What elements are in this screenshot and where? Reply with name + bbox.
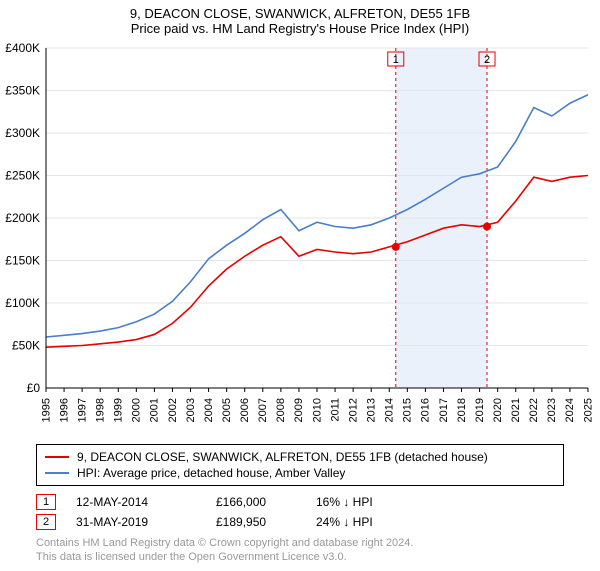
svg-text:£350K: £350K: [5, 84, 40, 98]
svg-text:2015: 2015: [402, 398, 414, 422]
svg-text:2025: 2025: [582, 398, 594, 422]
legend-swatch: [45, 472, 69, 474]
legend: 9, DEACON CLOSE, SWANWICK, ALFRETON, DE5…: [36, 444, 564, 486]
table-row: 1 12-MAY-2014 £166,000 16% ↓ HPI: [36, 492, 564, 512]
svg-text:2000: 2000: [131, 398, 143, 422]
svg-text:1996: 1996: [58, 398, 70, 422]
svg-text:£250K: £250K: [5, 169, 40, 183]
svg-text:2012: 2012: [347, 398, 359, 422]
svg-text:2018: 2018: [456, 398, 468, 422]
svg-text:2024: 2024: [564, 398, 576, 422]
legend-label: 9, DEACON CLOSE, SWANWICK, ALFRETON, DE5…: [77, 450, 488, 464]
legend-label: HPI: Average price, detached house, Ambe…: [77, 466, 345, 480]
transaction-pct: 16% ↓ HPI: [316, 495, 436, 509]
svg-text:2003: 2003: [185, 398, 197, 422]
transaction-price: £189,950: [216, 515, 316, 529]
transaction-date: 12-MAY-2014: [76, 495, 216, 509]
marker-number: 1: [43, 496, 49, 508]
chart-area: £0 £50K £100K £150K £200K £250K £300K £350K £400…: [0, 40, 600, 440]
marker-badge: 2: [36, 514, 56, 530]
svg-text:2009: 2009: [293, 398, 305, 422]
svg-text:2016: 2016: [420, 398, 432, 422]
svg-text:2005: 2005: [221, 398, 233, 422]
svg-text:2008: 2008: [275, 398, 287, 422]
svg-text:2022: 2022: [528, 398, 540, 422]
svg-text:2001: 2001: [149, 398, 161, 422]
transaction-price: £166,000: [216, 495, 316, 509]
svg-text:2007: 2007: [257, 398, 269, 422]
chart-title: 9, DEACON CLOSE, SWANWICK, ALFRETON, DE5…: [0, 0, 600, 21]
svg-text:2014: 2014: [384, 398, 396, 422]
chart-container: 9, DEACON CLOSE, SWANWICK, ALFRETON, DE5…: [0, 0, 600, 565]
svg-text:1: 1: [393, 54, 399, 66]
footer-line: Contains HM Land Registry data © Crown c…: [36, 536, 564, 550]
svg-text:2: 2: [484, 54, 490, 66]
svg-text:2004: 2004: [203, 398, 215, 422]
line-chart-svg: £0 £50K £100K £150K £200K £250K £300K £350K £400…: [0, 40, 600, 440]
svg-text:£200K: £200K: [5, 211, 40, 225]
svg-text:1995: 1995: [40, 398, 52, 422]
legend-swatch: [45, 456, 69, 458]
svg-text:2023: 2023: [546, 398, 558, 422]
svg-text:£100K: £100K: [5, 296, 40, 310]
svg-text:1999: 1999: [113, 398, 125, 422]
marker-badge: 1: [36, 494, 56, 510]
marker-number: 2: [43, 516, 49, 528]
chart-subtitle: Price paid vs. HM Land Registry's House …: [0, 21, 600, 40]
transaction-date: 31-MAY-2019: [76, 515, 216, 529]
footer: Contains HM Land Registry data © Crown c…: [36, 536, 564, 565]
svg-text:2010: 2010: [311, 398, 323, 422]
svg-text:£400K: £400K: [5, 41, 40, 55]
svg-text:1997: 1997: [76, 398, 88, 422]
svg-text:£300K: £300K: [5, 126, 40, 140]
svg-text:1998: 1998: [94, 398, 106, 422]
legend-item: HPI: Average price, detached house, Ambe…: [45, 465, 555, 481]
legend-item: 9, DEACON CLOSE, SWANWICK, ALFRETON, DE5…: [45, 449, 555, 465]
svg-text:2002: 2002: [167, 398, 179, 422]
svg-text:2013: 2013: [366, 398, 378, 422]
svg-text:2017: 2017: [438, 398, 450, 422]
svg-text:2020: 2020: [492, 398, 504, 422]
table-row: 2 31-MAY-2019 £189,950 24% ↓ HPI: [36, 512, 564, 532]
svg-text:2011: 2011: [329, 398, 341, 422]
svg-text:£50K: £50K: [12, 339, 40, 353]
footer-line: This data is licensed under the Open Gov…: [36, 550, 564, 564]
svg-text:2019: 2019: [474, 398, 486, 422]
svg-text:2006: 2006: [239, 398, 251, 422]
transaction-table: 1 12-MAY-2014 £166,000 16% ↓ HPI 2 31-MA…: [36, 492, 564, 532]
svg-text:2021: 2021: [510, 398, 522, 422]
svg-text:£150K: £150K: [5, 254, 40, 268]
svg-text:£0: £0: [27, 381, 41, 395]
transaction-pct: 24% ↓ HPI: [316, 515, 436, 529]
